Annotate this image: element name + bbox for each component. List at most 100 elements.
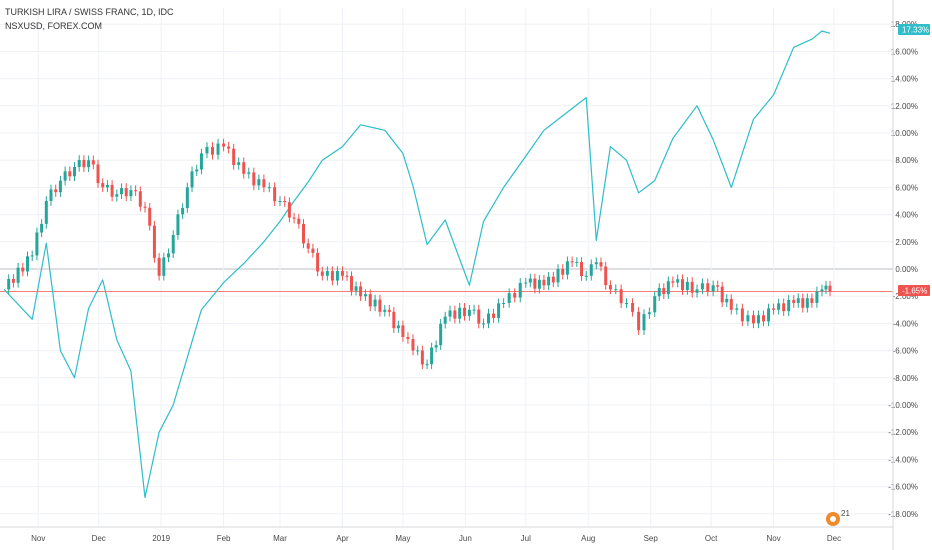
candle-body (115, 194, 119, 197)
compare-last-badge-bg (898, 24, 930, 35)
candle-body (467, 309, 471, 316)
candle-body (354, 286, 358, 291)
candle-body (751, 315, 755, 324)
candle-body (345, 275, 349, 277)
candle-body (599, 262, 603, 267)
candle-body (782, 303, 786, 312)
y-axis[interactable]: 18.00%16.00%14.00%12.00%10.00%8.00%6.00%… (888, 0, 918, 550)
y-tick-label: 10.00% (891, 129, 918, 138)
candle-body (720, 286, 724, 303)
candle-body (383, 309, 387, 312)
logo-icon-inner (830, 516, 836, 522)
candle-body (16, 267, 20, 283)
candle-body (518, 282, 522, 298)
x-tick-label: Dec (827, 534, 841, 543)
candle-body (756, 315, 760, 324)
y-tick-label: -14.00% (888, 455, 918, 464)
candle-body (110, 184, 114, 197)
candle-body (608, 285, 612, 290)
candle-body (589, 264, 593, 276)
y-tick-label: 16.00% (891, 47, 918, 56)
compare-last-badge: 17.33% (898, 24, 930, 35)
candle-body (820, 289, 824, 292)
candle-body (392, 311, 396, 329)
candle-body (63, 171, 67, 181)
candle-body (481, 323, 485, 325)
candle-body (368, 294, 372, 307)
candle-body (497, 303, 501, 318)
candle-body (439, 323, 443, 346)
candle-body (671, 281, 675, 283)
main-series-candles (7, 138, 832, 370)
candle-body (637, 311, 641, 331)
candle-body (21, 267, 25, 272)
candle-body (252, 172, 256, 186)
x-tick-label: Jul (521, 534, 531, 543)
candle-body (472, 309, 476, 311)
y-tick-label: -16.00% (888, 483, 918, 492)
candle-body (396, 325, 400, 329)
y-tick-label: 6.00% (895, 183, 918, 192)
candle-body (257, 179, 261, 186)
candle-body (700, 283, 704, 290)
candle-body (406, 337, 410, 340)
candle-body (297, 218, 301, 224)
candle-body (810, 298, 814, 303)
candle-body (292, 217, 296, 219)
candle-body (68, 171, 72, 177)
candle-body (283, 201, 287, 203)
candle-body (378, 299, 382, 312)
candle-body (216, 143, 220, 155)
candle-body (787, 299, 791, 312)
candle-body (350, 276, 354, 291)
candle-body (740, 308, 744, 322)
candle-body (167, 253, 171, 258)
candle-body (134, 190, 138, 192)
candle-body (387, 309, 391, 312)
candle-body (653, 296, 657, 313)
candle-body (287, 202, 291, 218)
candle-body (181, 208, 185, 215)
candle-body (625, 303, 629, 304)
candle-body (477, 309, 481, 324)
y-tick-label: -2.00% (893, 292, 918, 301)
candle-body (533, 278, 537, 289)
candle-body (262, 179, 266, 188)
y-tick-label: 2.00% (895, 238, 918, 247)
candle-body (401, 325, 405, 337)
candle-body (247, 172, 251, 174)
corner-logo[interactable]: 21 (826, 509, 850, 526)
candle-body (11, 278, 15, 283)
candle-body (453, 310, 457, 319)
candle-body (772, 308, 776, 310)
x-tick-label: 2019 (152, 534, 170, 543)
candle-body (91, 160, 95, 165)
candle-body (101, 183, 105, 188)
candle-body (416, 350, 420, 352)
candle-body (105, 184, 109, 188)
candle-body (657, 288, 661, 297)
x-tick-label: Nov (766, 534, 780, 543)
x-axis[interactable]: Nov Dec 2019 Feb Mar Apr May Jun Jul Aug Sep Oct Nov… (0, 526, 893, 543)
grid (0, 8, 893, 527)
x-tick-label: Aug (581, 534, 595, 543)
candle-body (330, 271, 334, 281)
candle-body (162, 257, 166, 276)
x-tick-label: Jun (459, 534, 472, 543)
candle-body (237, 162, 241, 165)
x-tick-label: Oct (705, 534, 718, 543)
main-last-badge-text: -1.65% (902, 287, 927, 296)
x-tick-label: Dec (92, 534, 106, 543)
candle-body (487, 313, 491, 324)
candle-body (805, 298, 809, 308)
candle-body (157, 257, 161, 276)
candle-body (706, 283, 710, 292)
candle-body (642, 314, 646, 331)
candle-body (232, 148, 236, 165)
candle-body (143, 206, 147, 208)
candle-body (619, 289, 623, 304)
candle-body (199, 153, 203, 170)
x-tick-label: Nov (31, 534, 45, 543)
candle-body (524, 282, 528, 284)
